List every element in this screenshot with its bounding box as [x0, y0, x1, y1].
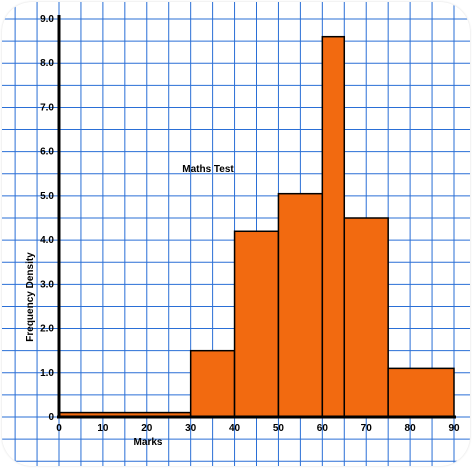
y-tick-label: 1.0 — [40, 368, 54, 379]
axes — [57, 15, 456, 419]
x-tick-label: 80 — [405, 423, 417, 434]
y-tick-labels: 0 1.0 2.0 3.0 4.0 5.0 6.0 7.0 8.0 9.0 — [40, 14, 54, 423]
y-tick-label: 5.0 — [40, 191, 54, 202]
histogram-bar — [343, 217, 389, 418]
x-tick-label: 60 — [317, 423, 329, 434]
histogram-chart: 0 1.0 2.0 3.0 4.0 5.0 6.0 7.0 8.0 9.0 0 10 20 30 40 50… — [2, 2, 470, 466]
x-tick-label: 20 — [141, 423, 153, 434]
y-tick-label: 7.0 — [40, 102, 54, 113]
histogram-bar — [321, 35, 346, 418]
bars — [58, 35, 455, 418]
y-tick-label: 0 — [48, 412, 54, 423]
histogram-bar — [233, 230, 280, 418]
histogram-bar — [189, 349, 236, 418]
x-axis-label: Marks — [134, 437, 163, 448]
y-tick-label: 6.0 — [40, 147, 54, 158]
y-tick-label: 4.0 — [40, 235, 54, 246]
x-tick-label: 90 — [448, 423, 460, 434]
x-tick-label: 30 — [185, 423, 197, 434]
x-tick-label: 10 — [97, 423, 109, 434]
x-tick-label: 70 — [361, 423, 373, 434]
x-tick-label: 40 — [229, 423, 241, 434]
histogram-bar — [277, 192, 324, 418]
histogram-bar — [387, 367, 455, 418]
y-tick-label: 9.0 — [40, 14, 54, 25]
x-tick-labels: 0 10 20 30 40 50 60 70 80 90 — [56, 423, 460, 434]
y-tick-label: 3.0 — [40, 279, 54, 290]
y-axis-label: Frequency Density — [25, 252, 36, 342]
y-tick-label: 8.0 — [40, 58, 54, 69]
chart-title: Maths Test — [182, 164, 234, 175]
x-tick-label: 50 — [273, 423, 285, 434]
x-tick-label: 0 — [56, 423, 62, 434]
y-tick-label: 2.0 — [40, 324, 54, 335]
chart-card: 0 1.0 2.0 3.0 4.0 5.0 6.0 7.0 8.0 9.0 0 10 20 30 40 50… — [2, 2, 470, 466]
